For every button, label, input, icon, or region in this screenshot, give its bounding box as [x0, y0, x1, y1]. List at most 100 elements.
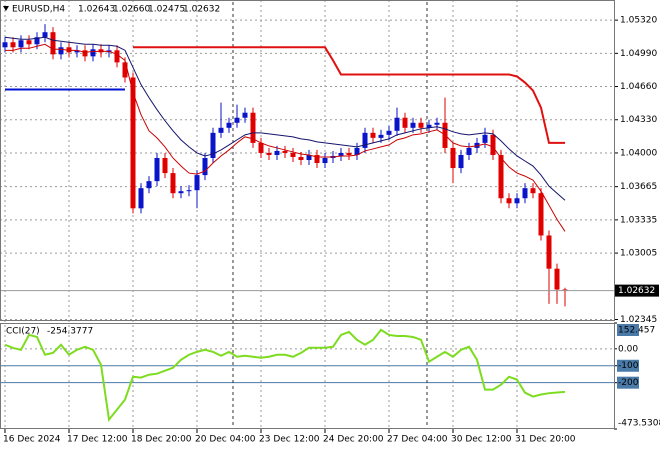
candle-body — [202, 157, 208, 176]
y-tick-label: 1.04660 — [620, 82, 657, 92]
main-frame — [0, 0, 615, 321]
y2-tick-label: -473.5308 — [618, 419, 660, 429]
candle-body — [98, 49, 104, 53]
candle-body — [418, 122, 424, 128]
y2-tick-label: 152.457 — [618, 326, 655, 336]
candle-body — [186, 190, 192, 192]
symbol-label: EURUSD,H4 — [12, 5, 65, 15]
candle-body — [354, 147, 360, 155]
y-tick-label: 1.02345 — [620, 315, 657, 325]
candle-body — [154, 157, 160, 182]
candle-body — [250, 112, 256, 143]
ohlc-label: 1.02475 — [148, 5, 185, 15]
label-layer: EURUSD,H4 1.02643 1.02660 1.02475 1.0263… — [3, 5, 660, 445]
candle-body — [18, 40, 24, 48]
candle-body — [170, 173, 176, 194]
y2-tick-label: -100 — [618, 361, 639, 371]
candle-body — [498, 154, 504, 199]
y-tick-label: 1.04000 — [620, 148, 657, 158]
candle-body — [554, 268, 560, 290]
candle-body — [234, 117, 240, 123]
candle-body — [306, 154, 312, 160]
candle-body — [218, 127, 224, 133]
y-tick-label: 1.05320 — [620, 16, 657, 26]
candle-body — [34, 37, 40, 45]
ohlc-label: 1.02660 — [113, 5, 150, 15]
candle-body — [530, 188, 536, 194]
candle-body — [362, 132, 368, 148]
overlay-line — [4, 36, 566, 201]
candle-body — [298, 156, 304, 160]
candle-body — [410, 122, 416, 128]
candle-body — [290, 152, 296, 157]
candle-body — [242, 112, 248, 118]
candle-body — [386, 130, 392, 135]
candle-body — [378, 134, 384, 138]
indicator-line — [4, 328, 566, 423]
candle-body — [162, 157, 168, 174]
candle-body — [538, 193, 544, 236]
candle-body — [194, 175, 200, 191]
x-tick-label: 24 Dec 20:00 — [323, 435, 384, 445]
candle-body — [514, 198, 520, 204]
y-tick-label: 1.04990 — [620, 49, 657, 59]
candle-body — [2, 42, 8, 48]
candle-body — [322, 157, 328, 164]
candle-body — [490, 134, 496, 155]
indicator-value: -254.3777 — [47, 327, 93, 337]
candle-body — [82, 50, 88, 57]
candle-body — [130, 77, 136, 209]
candle-body — [314, 154, 320, 164]
y2-tick-label: 0.00 — [618, 344, 638, 354]
candle-body — [346, 152, 352, 155]
y-tick-label: 1.03005 — [620, 249, 657, 259]
y-tick-label: 1.04330 — [620, 115, 657, 125]
candle-body — [50, 32, 56, 55]
level-box — [617, 376, 639, 389]
candle-body — [274, 150, 280, 155]
last-price-label: 1.02632 — [618, 286, 655, 296]
level-box — [617, 324, 639, 336]
x-tick-label: 16 Dec 2024 — [3, 435, 61, 445]
candle-body — [506, 198, 512, 204]
overlay-line — [133, 46, 565, 144]
candle-body — [426, 124, 432, 128]
candle-body — [458, 154, 464, 169]
x-tick-label: 31 Dec 20:00 — [515, 435, 576, 445]
candle-body — [282, 150, 288, 153]
x-tick-label: 17 Dec 12:00 — [67, 435, 128, 445]
candle-body — [258, 142, 264, 153]
candle-body — [338, 152, 344, 156]
candle-body — [58, 47, 64, 55]
candle-body — [146, 181, 152, 189]
candle-body — [42, 32, 48, 38]
candle-body — [434, 122, 440, 125]
candle-body — [450, 147, 456, 169]
x-tick-label: 23 Dec 12:00 — [259, 435, 320, 445]
x-tick-label: 20 Dec 04:00 — [195, 435, 256, 445]
candle-body — [394, 117, 400, 131]
candle-body — [74, 50, 80, 53]
candle-body — [210, 132, 216, 158]
ohlc-label: 1.02632 — [183, 5, 220, 15]
y2-tick-label: -200 — [618, 378, 639, 388]
candle-body — [522, 188, 528, 199]
overlay-line — [5, 43, 566, 232]
indicator-label: CCI(27) — [6, 327, 40, 337]
candle-body — [138, 188, 144, 209]
candle-body — [26, 40, 32, 45]
x-tick-label: 27 Dec 04:00 — [387, 435, 448, 445]
y-tick-label: 1.03665 — [620, 182, 657, 192]
candle-body — [266, 152, 272, 155]
candle-body — [482, 134, 488, 143]
candle-body — [90, 49, 96, 57]
candle-body — [370, 132, 376, 138]
candle-body — [466, 147, 472, 155]
candle-body — [122, 62, 128, 78]
candle-body — [402, 117, 408, 128]
candle-body — [178, 191, 184, 194]
indicator-frame — [0, 323, 615, 429]
y-tick-label: 1.03335 — [620, 215, 657, 225]
